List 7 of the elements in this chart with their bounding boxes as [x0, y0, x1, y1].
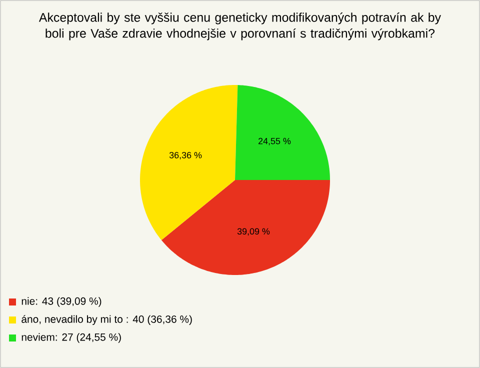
data-label: 24,55 %	[258, 138, 291, 146]
chart-title: Akceptovali by ste vyššiu cenu geneticky modifikovaných potravín ak by boli pre Vaše zdravie vhodnejšie v porovnaní s tradičnými výrobkami?	[38, 12, 441, 40]
legend-label: neviem: 27 (24,55 %)	[22, 333, 121, 343]
legend-label: nie: 43 (39,09 %)	[22, 297, 102, 307]
data-label: 39,09 %	[237, 228, 270, 236]
data-label: 36,36 %	[169, 152, 202, 160]
legend-label: áno, nevadilo by mi to : 40 (36,36 %)	[22, 315, 192, 325]
